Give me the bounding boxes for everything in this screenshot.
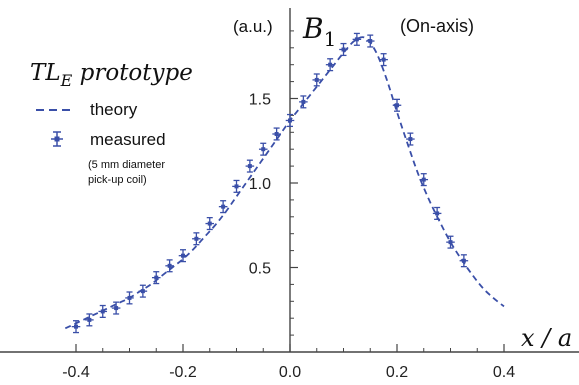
data-marker xyxy=(301,99,306,104)
measured-point xyxy=(325,58,335,72)
measured-point xyxy=(218,200,228,214)
data-marker xyxy=(395,103,399,108)
measured-point xyxy=(459,254,469,268)
x-axis-label: x / a xyxy=(521,324,572,352)
measured-point xyxy=(285,113,295,128)
data-marker xyxy=(448,240,453,245)
measured-point xyxy=(151,271,161,285)
measured-point xyxy=(352,32,362,46)
x-tick-label: -0.2 xyxy=(169,364,197,381)
y-tick-label: 1.5 xyxy=(249,92,271,109)
measured-point xyxy=(365,34,375,48)
measured-point xyxy=(165,259,174,273)
measured-point xyxy=(178,249,188,263)
y-tick-label: 1.0 xyxy=(249,176,271,193)
data-marker xyxy=(167,263,172,268)
measured-point xyxy=(205,216,215,231)
measured-point xyxy=(446,235,455,249)
measured-point xyxy=(98,304,108,319)
legend-measured-swatch xyxy=(51,131,63,147)
data-marker xyxy=(314,77,319,82)
measured-series xyxy=(71,32,469,334)
data-marker xyxy=(247,164,252,169)
data-marker xyxy=(341,47,346,52)
data-marker xyxy=(74,324,78,329)
data-marker xyxy=(181,253,185,258)
measured-point xyxy=(379,53,388,67)
measured-point xyxy=(312,73,322,87)
data-marker xyxy=(207,221,212,226)
measured-point xyxy=(85,313,94,327)
measured-point xyxy=(125,291,134,305)
data-marker xyxy=(328,62,333,67)
data-marker xyxy=(140,289,145,294)
chart-title: TLE prototype xyxy=(30,60,193,90)
measured-point xyxy=(258,142,268,156)
legend-measured-label: measured xyxy=(90,130,166,149)
data-marker xyxy=(100,309,105,314)
data-marker xyxy=(221,204,226,209)
data-marker xyxy=(261,147,266,152)
data-marker xyxy=(114,306,119,311)
measured-point xyxy=(419,173,429,187)
data-marker xyxy=(127,295,132,300)
measured-point xyxy=(192,232,201,246)
measured-point xyxy=(432,206,442,220)
chart-subtitle: (On-axis) xyxy=(400,16,474,36)
measured-point xyxy=(299,95,308,109)
data-marker xyxy=(421,177,426,182)
y-tick-label: 0.5 xyxy=(249,261,271,278)
data-marker xyxy=(87,317,92,322)
x-tick-label: 0.2 xyxy=(386,364,408,381)
data-marker xyxy=(381,57,386,62)
x-tick-label: 0.0 xyxy=(279,364,301,381)
measured-point xyxy=(339,42,348,57)
data-marker xyxy=(354,37,359,42)
data-marker xyxy=(154,275,159,280)
y-axis-label: B1 xyxy=(302,12,336,51)
data-marker xyxy=(368,39,373,44)
legend-note-line2: pick-up coil) xyxy=(88,174,147,186)
data-marker xyxy=(234,184,239,189)
measured-point xyxy=(245,159,255,173)
legend-note-line1: (5 mm diameter xyxy=(88,159,165,171)
axes: -0.4 -0.2 0.0 0.2 0.4 0.5 1.0 1.5 xyxy=(0,8,579,381)
measured-point xyxy=(138,284,148,298)
data-marker xyxy=(194,236,199,241)
x-tick-label: -0.4 xyxy=(62,364,90,381)
data-marker xyxy=(435,211,440,216)
measured-point xyxy=(392,98,402,112)
data-marker xyxy=(408,137,413,142)
x-tick-label: 0.4 xyxy=(493,364,515,381)
data-marker xyxy=(461,258,466,263)
measured-point xyxy=(406,132,415,146)
legend-theory-label: theory xyxy=(90,100,138,119)
data-marker xyxy=(288,118,292,123)
measured-point xyxy=(272,127,281,141)
measured-point xyxy=(232,179,241,193)
y-axis-unit: (a.u.) xyxy=(233,17,273,36)
measured-point xyxy=(71,320,81,334)
measured-point xyxy=(111,301,121,315)
data-marker xyxy=(274,131,279,136)
